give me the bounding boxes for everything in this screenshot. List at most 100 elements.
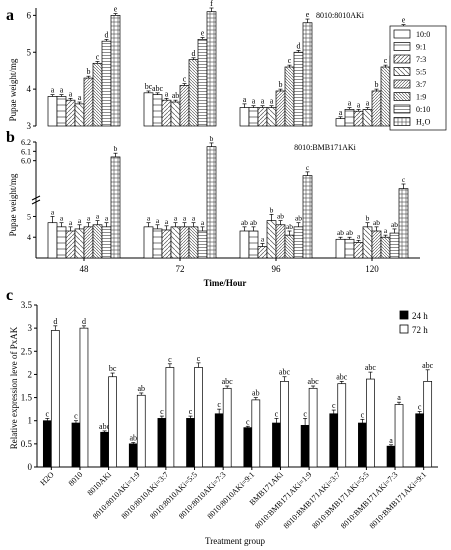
panel-b-bar	[197, 230, 208, 259]
panel-c-sig-label: c	[160, 407, 164, 416]
panel-b-bar	[179, 226, 190, 259]
panel-a-sig-label: bc	[145, 82, 153, 91]
panel-b-y-tick-label: 6.0	[21, 157, 31, 166]
panel-a-bar	[353, 110, 364, 127]
panel-a-bar	[65, 99, 76, 127]
panel-c-y-tick-label: 3	[28, 323, 33, 333]
panel-a-sig-label: a	[270, 97, 274, 106]
panel-c-sig-label: c	[74, 412, 78, 421]
panel-a-bar	[188, 59, 199, 127]
panel-label-b: b	[6, 129, 15, 146]
panel-b-x-tick-label: 96	[272, 264, 282, 274]
panel-b-sig-label: a	[147, 214, 151, 223]
panel-b-bar	[74, 228, 85, 259]
panel-a-legend-label: 5:5	[416, 68, 426, 77]
panel-b-x-tick-label: 120	[365, 264, 379, 274]
panel-c-bar	[214, 413, 224, 468]
panel-a-ylabel: Pupae weight/mg	[8, 58, 18, 121]
panel-c-bar	[79, 327, 89, 468]
panel-b-bar	[293, 226, 304, 259]
panel-b-sig-label: b	[210, 134, 214, 143]
panel-c-x-ticks: H2O 8010 8010AKi8010:8010AKi=1:98010:8010A…	[38, 467, 428, 531]
panel-a-sig-label: a	[60, 86, 64, 95]
panel-a-y-tick-label: 5	[27, 47, 32, 57]
panel-c-x-tick-label: 8010AKi	[86, 470, 114, 498]
panel-a-legend-label: 7:3	[416, 55, 426, 64]
panel-a-bar	[293, 51, 304, 127]
panel-c-bar	[300, 424, 310, 468]
panel-a-sig-label: d	[192, 49, 196, 58]
panel-b-ylabel: Pupae weight/mg	[8, 173, 18, 236]
panel-c-legend-swatch	[399, 324, 409, 334]
panel-b-x-ticks: 48 72 96 120	[80, 258, 379, 274]
panel-a-bar	[179, 85, 190, 127]
panel-c-sig-label: a	[397, 393, 401, 402]
panel-c-y-tick-label: 0.5	[21, 439, 33, 449]
panel-a-legend-label: 1:9	[416, 93, 426, 102]
panel-b-sig-label: a	[96, 212, 100, 221]
panel-b-sig-label: a	[357, 231, 361, 240]
panel-b-bar	[56, 226, 67, 259]
panel-c-legend-label: 24 h	[412, 311, 428, 321]
panel-b-axis-break	[31, 195, 41, 205]
panel-a-bar	[371, 90, 382, 127]
panel-c-bar	[329, 413, 339, 468]
panel-c-sig-label: abc	[422, 361, 434, 370]
panel-b-x-tick-label: 72	[176, 264, 185, 274]
panel-b-bar	[170, 226, 181, 259]
panel-c-sig-label: abc	[365, 363, 377, 372]
panel-c-y-tick-label: 1.5	[21, 393, 33, 403]
panel-a-sig-label: a	[357, 100, 361, 109]
panel-c-sig-label: d	[82, 317, 86, 326]
panel-b-sig-label: ab	[391, 220, 398, 229]
panel-c-bar	[243, 427, 253, 468]
panel-b-sig-label: ab	[250, 218, 257, 227]
panel-c-bar	[128, 443, 138, 468]
panel-c-bar	[100, 431, 109, 468]
panel-a-sig-label: a	[366, 99, 370, 108]
panel-a-bar	[380, 66, 391, 127]
panel-a-bar	[101, 40, 112, 127]
panel-a-legend-label: 3:7	[416, 80, 426, 89]
panel-c-xlabel: Treatment group	[205, 536, 265, 546]
panel-c-bar	[157, 418, 167, 468]
panel-b-sig-label: ab	[277, 212, 284, 221]
panel-b-bar	[239, 230, 250, 259]
panel-b-y-tick-label: 6.2	[21, 138, 31, 147]
panel-c-sig-label: abc	[308, 377, 320, 386]
panel-b-sig-label: ab	[286, 222, 293, 231]
panel-c-bar	[136, 394, 146, 468]
panel-c-sig-label: ab	[137, 384, 145, 393]
panel-b-sig-label: b	[366, 214, 370, 223]
panel-b-sig-label: a	[105, 214, 109, 223]
panel-b-xlabel: Time/Hour	[204, 278, 247, 288]
panel-c-bar	[194, 367, 203, 468]
panel-c-sig-label: ab	[129, 433, 137, 442]
panel-b-annotation: 8010:BMB171AKi	[294, 143, 357, 152]
panel-a-bar	[74, 103, 85, 127]
panel-a-sig-label: abc	[152, 84, 164, 93]
panel-b-bar	[344, 238, 355, 259]
panel-a-sig-label: a	[261, 97, 265, 106]
panel-c-sig-label: ab	[252, 389, 260, 398]
panel-a-sig-label: e	[114, 5, 118, 14]
panel-b-sig-label: c	[306, 163, 310, 172]
panel-c-sig-label: c	[361, 410, 365, 419]
panel-a-sig-label: a	[243, 95, 247, 104]
panel-b-bar	[110, 156, 121, 259]
panel-a-bar	[248, 107, 259, 127]
panel-c-sig-label: abc	[99, 422, 111, 431]
panel-b-bar	[83, 226, 94, 259]
panel-b-y-ticks: 4 5 6.06.16.2	[21, 138, 36, 242]
panel-b-y-tick-label: 6.1	[21, 147, 31, 156]
panel-b-bar	[275, 224, 286, 259]
panel-b-bar	[248, 230, 259, 259]
panel-b-bar	[389, 232, 400, 259]
panel-a-bar	[110, 15, 121, 127]
panel-b-bar	[188, 226, 199, 259]
panel-a-bar	[152, 94, 163, 127]
panel-b-bar	[47, 222, 58, 259]
panel-c-y-tick-label: 2.5	[21, 346, 33, 356]
panel-a-legend-swatch	[393, 54, 411, 64]
panel-b-bar	[143, 226, 154, 259]
